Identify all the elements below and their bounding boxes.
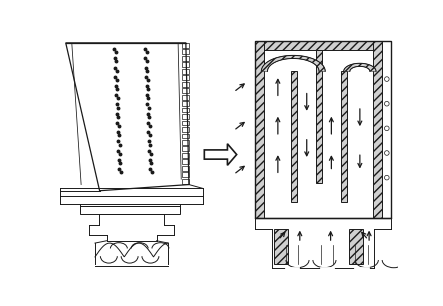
Bar bbox=[182, 121, 189, 125]
Bar bbox=[255, 41, 392, 50]
Bar bbox=[182, 147, 189, 151]
Bar bbox=[349, 229, 363, 264]
Bar bbox=[182, 166, 189, 171]
Bar bbox=[182, 95, 189, 99]
Bar bbox=[80, 206, 180, 214]
Bar bbox=[182, 114, 189, 119]
Bar bbox=[341, 71, 347, 202]
Polygon shape bbox=[66, 43, 189, 191]
Bar bbox=[182, 75, 189, 80]
Polygon shape bbox=[261, 55, 325, 71]
Bar bbox=[182, 101, 189, 106]
Bar bbox=[182, 43, 189, 48]
Bar bbox=[182, 88, 189, 93]
Bar bbox=[182, 133, 189, 138]
Bar bbox=[182, 127, 189, 132]
Bar bbox=[255, 41, 264, 218]
Bar bbox=[182, 56, 189, 61]
Bar bbox=[274, 229, 288, 264]
Bar bbox=[182, 153, 189, 158]
Bar bbox=[182, 69, 189, 74]
Bar bbox=[182, 49, 189, 54]
Polygon shape bbox=[204, 144, 237, 165]
Bar bbox=[182, 172, 189, 177]
Bar bbox=[182, 140, 189, 145]
Bar bbox=[316, 50, 322, 183]
Bar bbox=[291, 71, 298, 202]
Bar bbox=[182, 159, 189, 164]
Bar bbox=[255, 41, 392, 218]
Bar bbox=[373, 41, 382, 218]
Bar bbox=[182, 62, 189, 67]
Bar bbox=[382, 41, 392, 218]
Bar bbox=[182, 108, 189, 113]
Polygon shape bbox=[344, 63, 376, 71]
Bar bbox=[182, 179, 189, 184]
Bar bbox=[182, 82, 189, 87]
